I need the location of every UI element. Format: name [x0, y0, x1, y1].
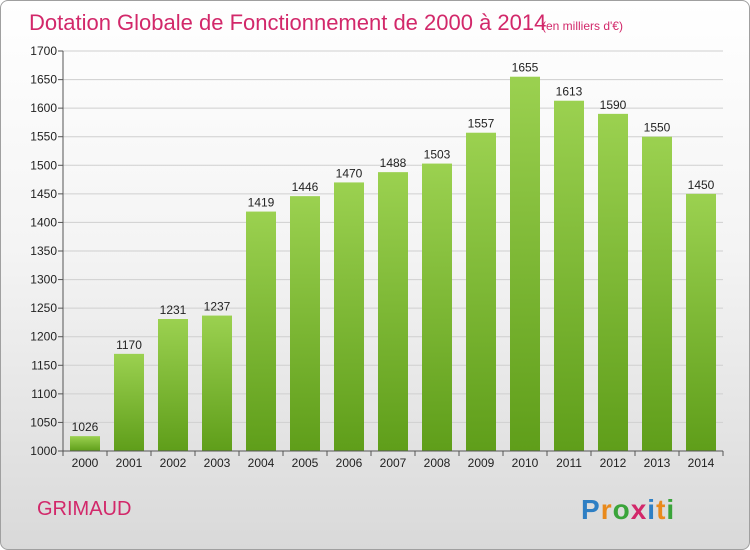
bar-2003	[202, 315, 232, 451]
value-label-2010: 1655	[512, 61, 539, 75]
y-tick-label: 1700	[30, 44, 57, 58]
y-tick-label: 1550	[30, 130, 57, 144]
bar-2004	[246, 211, 276, 451]
bars	[70, 76, 716, 452]
proxiti-logo: Proxiti	[581, 494, 675, 525]
value-label-2013: 1550	[644, 121, 671, 135]
y-tick-label: 1200	[30, 330, 57, 344]
x-tick-label-2006: 2006	[336, 456, 363, 470]
x-tick-label-2012: 2012	[600, 456, 627, 470]
bar-2009	[466, 132, 496, 451]
bar-2012	[598, 113, 628, 451]
value-label-2014: 1450	[688, 178, 715, 192]
bar-2006	[334, 182, 364, 451]
x-tick-label-2001: 2001	[116, 456, 143, 470]
y-tick-label: 1300	[30, 273, 57, 287]
y-tick-label: 1100	[31, 387, 57, 401]
y-tick-label: 1650	[30, 73, 57, 87]
bar-2013	[642, 136, 672, 451]
x-tick-label-2005: 2005	[292, 456, 319, 470]
chart-title: Dotation Globale de Fonctionnement de 20…	[29, 10, 546, 35]
bar-2011	[554, 100, 584, 451]
x-tick-label-2000: 2000	[72, 456, 99, 470]
x-tick-label-2003: 2003	[204, 456, 231, 470]
y-axis-ticks: 1000 1050 1100 1150 1200 1250 1300 1350 1400 1450…	[30, 44, 63, 458]
y-tick-label: 1150	[31, 358, 57, 372]
commune-name: GRIMAUD	[37, 498, 131, 520]
value-label-2012: 1590	[600, 98, 627, 112]
bar-2001	[114, 353, 144, 451]
x-tick-label-2004: 2004	[248, 456, 275, 470]
value-label-2008: 1503	[424, 148, 451, 162]
value-label-2006: 1470	[336, 166, 363, 180]
x-tick-label-2010: 2010	[512, 456, 539, 470]
value-label-2000: 1026	[72, 420, 99, 434]
bar-2008	[422, 163, 452, 452]
y-tick-label: 1600	[30, 101, 57, 115]
y-tick-label: 1000	[30, 444, 57, 458]
bar-2010	[510, 76, 540, 451]
value-label-2007: 1488	[380, 156, 407, 170]
value-label-2011: 1613	[556, 85, 583, 99]
value-label-2001: 1170	[116, 338, 142, 352]
y-tick-label: 1450	[30, 187, 57, 201]
y-tick-label: 1500	[30, 158, 57, 172]
value-label-2009: 1557	[468, 117, 495, 131]
chart-subtitle: (en milliers d'€)	[542, 19, 623, 33]
value-label-2005: 1446	[292, 180, 319, 194]
bar-2002	[158, 319, 188, 451]
bar-2005	[290, 196, 320, 451]
bar-2014	[686, 193, 716, 451]
x-tick-label-2007: 2007	[380, 456, 407, 470]
value-labels: 1026 1170 1231 1237 1419 1446 1470 1488 1503 1557…	[72, 61, 715, 434]
x-tick-label-2008: 2008	[424, 456, 451, 470]
y-tick-label: 1350	[30, 244, 57, 258]
y-tick-label: 1250	[30, 301, 57, 315]
x-tick-label-2011: 2011	[556, 456, 582, 470]
proxiti-logo-text: Proxiti	[581, 494, 675, 525]
x-tick-label-2002: 2002	[160, 456, 187, 470]
value-label-2004: 1419	[248, 196, 275, 210]
bar-2007	[378, 172, 408, 451]
x-tick-label-2014: 2014	[688, 456, 715, 470]
x-tick-label-2013: 2013	[644, 456, 671, 470]
y-tick-label: 1400	[30, 215, 57, 229]
value-label-2002: 1231	[160, 303, 187, 317]
y-tick-label: 1050	[30, 415, 57, 429]
value-label-2003: 1237	[204, 300, 231, 314]
bar-2000	[70, 436, 100, 451]
x-tick-label-2009: 2009	[468, 456, 495, 470]
x-axis-ticks: 2000 2001 2002 2003 2004 2005 2006 2007 2008 2009…	[62, 451, 724, 470]
